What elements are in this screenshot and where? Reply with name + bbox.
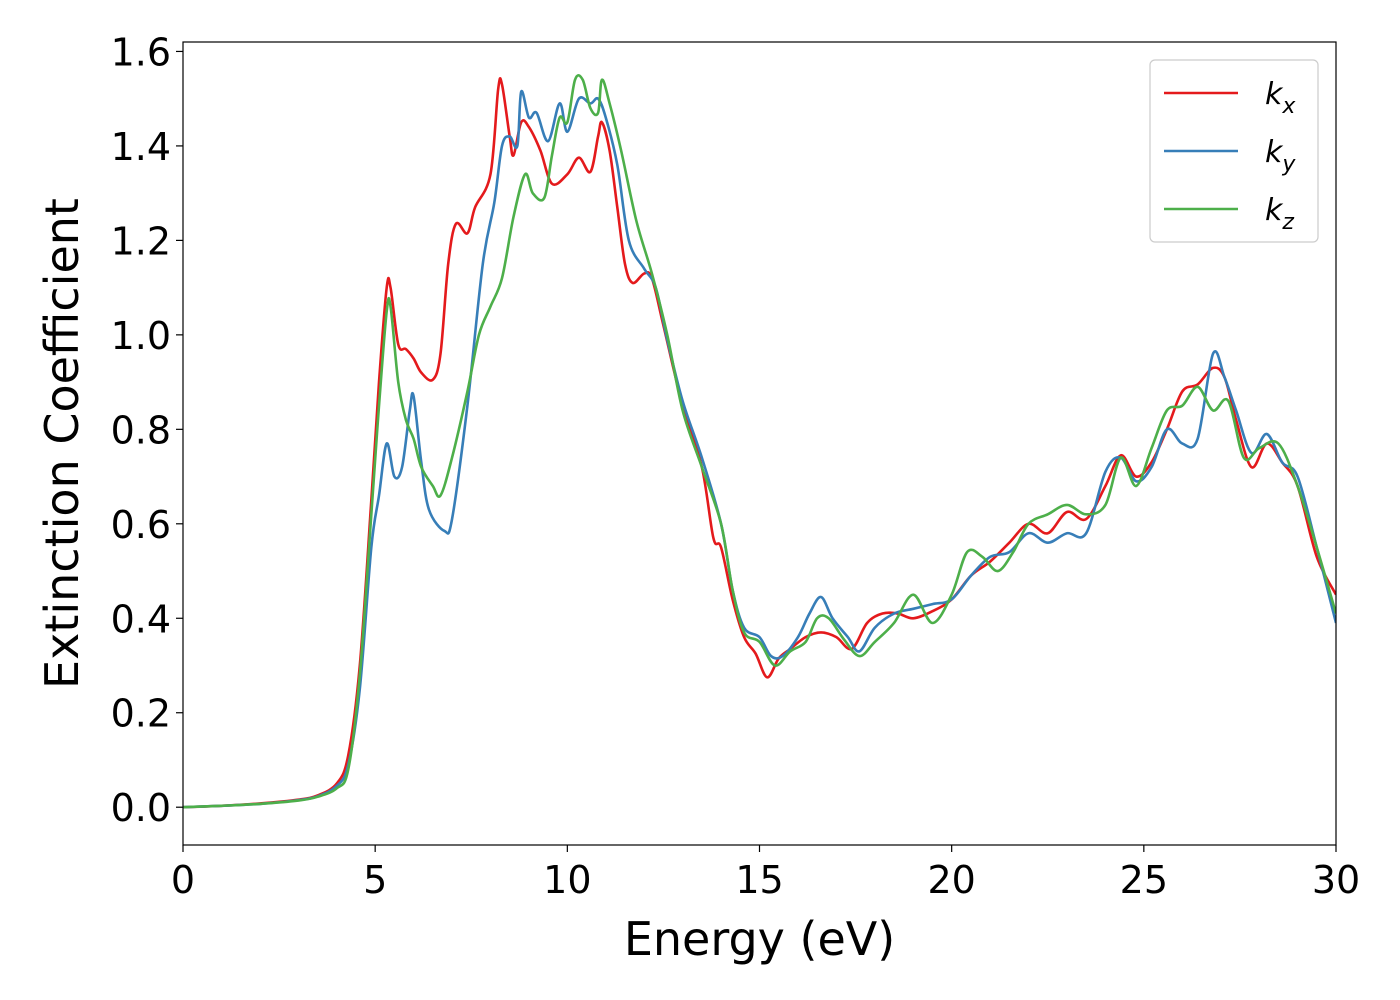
- y-tick-label: 0.0: [111, 786, 171, 830]
- legend-label-base: k: [1265, 77, 1284, 112]
- y-tick-label: 0.8: [111, 408, 171, 452]
- series-line-kz: [183, 74, 1336, 809]
- x-tick-label: 10: [543, 858, 591, 902]
- legend-label-kz: kz: [1265, 193, 1294, 235]
- x-tick-label: 20: [927, 858, 975, 902]
- legend-label-ky: ky: [1265, 135, 1296, 177]
- legend-label-subscript: x: [1281, 94, 1296, 119]
- legend-label-base: k: [1265, 135, 1284, 170]
- x-tick-label: 30: [1312, 858, 1360, 902]
- y-tick-label: 1.2: [111, 219, 171, 263]
- x-tick-label: 15: [735, 858, 783, 902]
- x-axis-ticks: 0 5 10 15 20 25 30: [171, 845, 1360, 902]
- y-tick-label: 1.6: [111, 30, 171, 74]
- y-tick-label: 0.6: [111, 503, 171, 547]
- y-axis-label: Extinction Coefficient: [35, 198, 89, 689]
- y-tick-label: 1.4: [111, 125, 171, 169]
- y-axis-ticks: 0.0 0.2 0.4 0.6 0.8 1.0 1.2 1.4 1.6: [111, 30, 183, 830]
- y-tick-label: 0.4: [111, 597, 171, 641]
- y-tick-label: 1.0: [111, 314, 171, 358]
- legend-label-subscript: y: [1281, 152, 1296, 177]
- x-tick-label: 5: [363, 858, 387, 902]
- x-axis-label: Energy (eV): [624, 912, 895, 966]
- y-tick-label: 0.2: [111, 692, 171, 736]
- series-layer: [183, 74, 1336, 809]
- x-tick-label: 25: [1120, 858, 1168, 902]
- legend-label-kx: kx: [1265, 77, 1296, 119]
- legend-label-subscript: z: [1281, 210, 1294, 235]
- legend-label-base: k: [1265, 193, 1284, 228]
- x-tick-label: 0: [171, 858, 195, 902]
